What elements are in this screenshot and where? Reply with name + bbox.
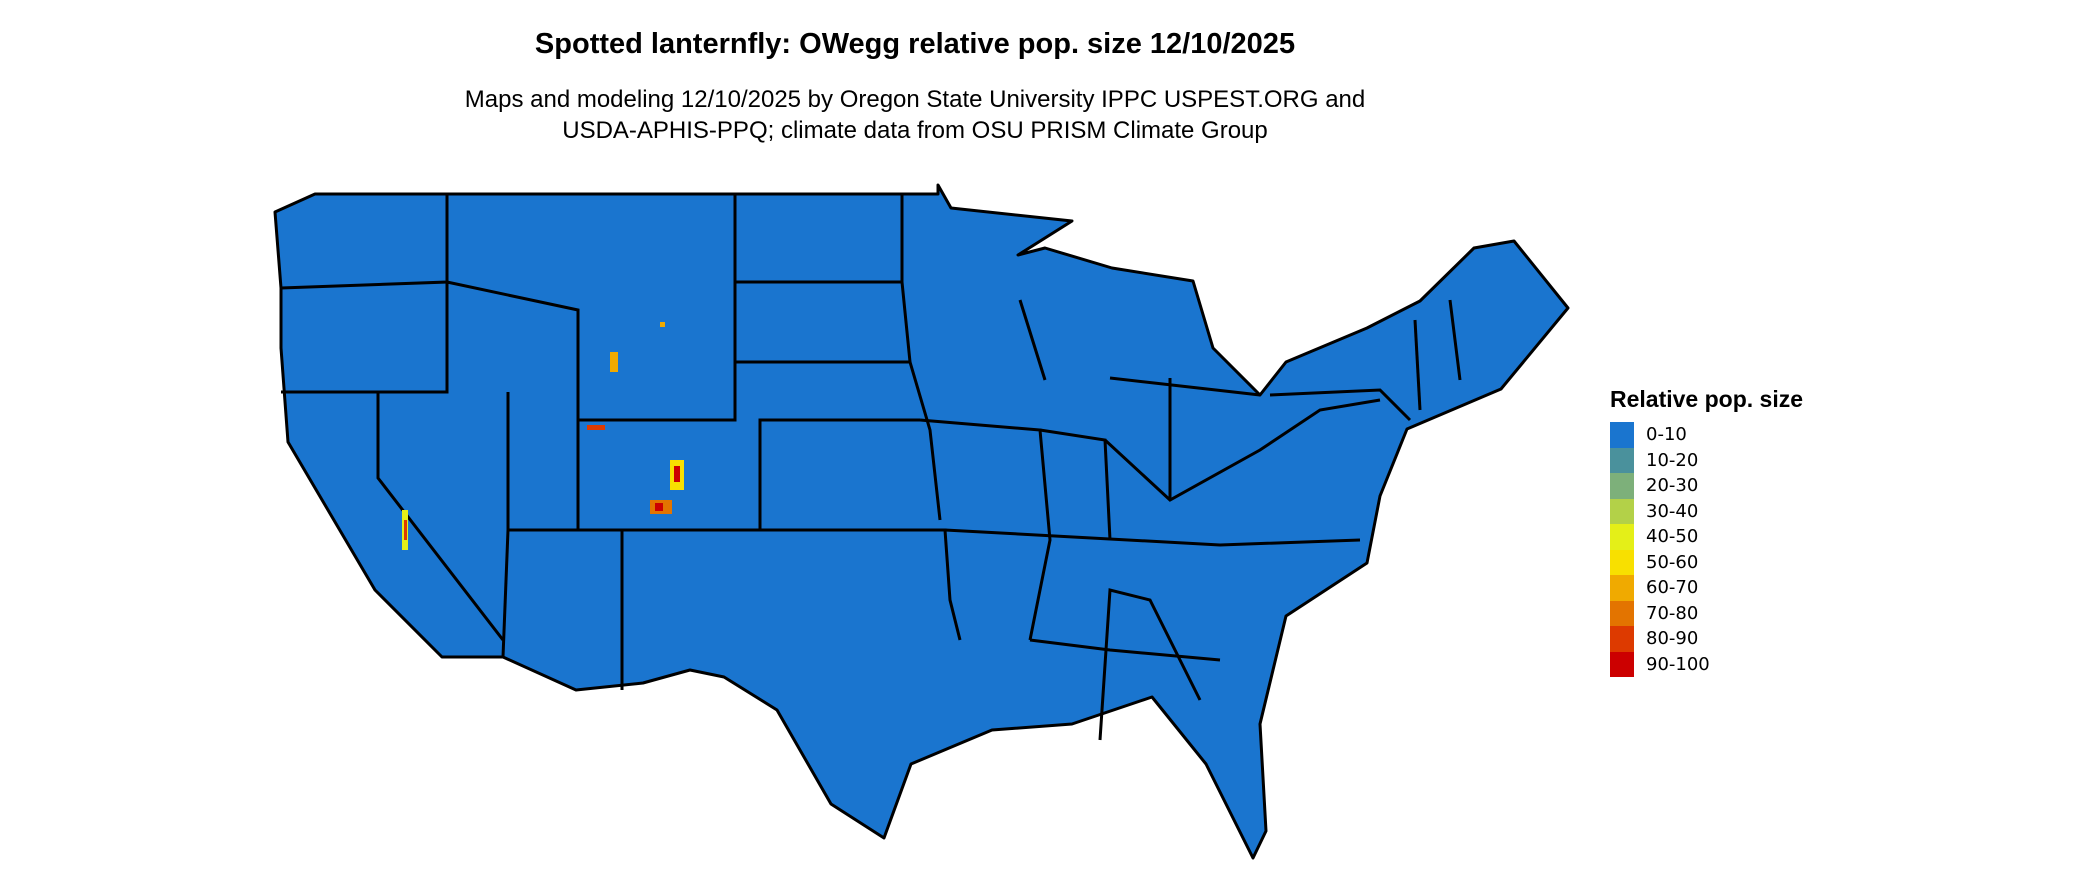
legend-item: 90-100 <box>1610 651 1803 677</box>
legend-label: 50-60 <box>1646 551 1699 573</box>
legend-swatch <box>1610 447 1634 473</box>
high-population-hotspots <box>402 322 684 550</box>
legend-item: 80-90 <box>1610 626 1803 652</box>
legend-swatch <box>1610 626 1634 652</box>
chart-subtitle-line1: Maps and modeling 12/10/2025 by Oregon S… <box>464 86 1366 113</box>
hotspot <box>610 352 618 372</box>
legend: Relative pop. size 0-10 10-20 20-30 30-40 40… <box>1610 386 1803 677</box>
hotspot <box>655 503 663 511</box>
legend-item: 20-30 <box>1610 473 1803 499</box>
legend-label: 20-30 <box>1646 475 1699 497</box>
legend-item: 0-10 <box>1610 422 1803 448</box>
hotspot <box>674 466 680 482</box>
legend-swatch <box>1610 549 1634 575</box>
hotspot <box>660 322 665 327</box>
legend-label: 60-70 <box>1646 577 1699 599</box>
hotspot <box>587 425 605 430</box>
legend-label: 0-10 <box>1646 424 1687 446</box>
legend-label: 10-20 <box>1646 449 1699 471</box>
legend-label: 80-90 <box>1646 628 1699 650</box>
legend-swatch <box>1610 498 1634 524</box>
legend-swatch <box>1610 422 1634 448</box>
legend-title: Relative pop. size <box>1610 386 1804 412</box>
legend-item: 30-40 <box>1610 498 1803 524</box>
legend-swatch <box>1610 651 1634 677</box>
legend-swatch <box>1610 600 1634 626</box>
legend-label: 30-40 <box>1646 500 1699 522</box>
legend-item: 70-80 <box>1610 600 1803 626</box>
legend-item: 10-20 <box>1610 447 1803 473</box>
hotspot <box>404 520 407 540</box>
legend-label: 40-50 <box>1646 526 1699 548</box>
legend-swatch <box>1610 575 1634 601</box>
us-outline <box>273 183 1570 860</box>
legend-swatch <box>1610 473 1634 499</box>
legend-label: 90-100 <box>1646 653 1710 675</box>
legend-item: 40-50 <box>1610 524 1803 550</box>
legend-swatch <box>1610 524 1634 550</box>
state-borders <box>280 194 1462 741</box>
chart-title: Spotted lanternfly: OWegg relative pop. … <box>534 28 1296 60</box>
legend-label: 70-80 <box>1646 602 1699 624</box>
legend-item: 50-60 <box>1610 549 1803 575</box>
chart-subtitle-line2: USDA-APHIS-PPQ; climate data from OSU PR… <box>562 117 1268 144</box>
legend-item: 60-70 <box>1610 575 1803 601</box>
